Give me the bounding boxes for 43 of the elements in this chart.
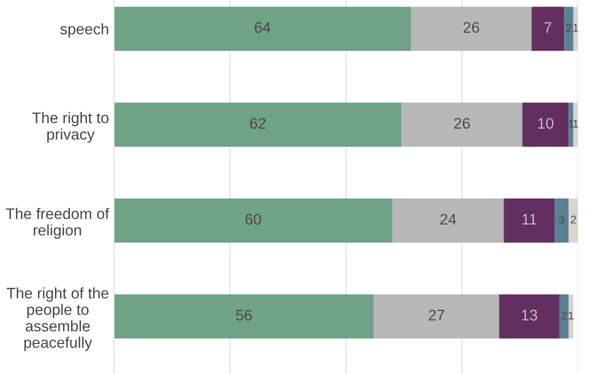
- data-label: 2: [570, 216, 576, 224]
- bar: [504, 198, 555, 243]
- data-label: 1: [573, 120, 578, 128]
- y-tick-label: speech: [60, 23, 108, 38]
- bar: [564, 6, 574, 51]
- y-tick-label: The right to privacy: [32, 112, 109, 143]
- data-label: 24: [440, 214, 456, 225]
- data-label: 10: [538, 118, 554, 129]
- data-label: 3: [559, 216, 564, 224]
- y-tick-label: The right of the people to assemble peacefully: [6, 287, 108, 351]
- data-label: 62: [250, 118, 266, 129]
- data-label: 11: [522, 214, 536, 225]
- bar: [522, 102, 569, 147]
- bar: [532, 6, 564, 51]
- data-label: 2: [562, 312, 567, 320]
- bar: [114, 6, 411, 51]
- bar: [392, 198, 504, 243]
- data-label: 26: [454, 118, 470, 129]
- y-tick-label: The freedom of religion: [6, 208, 110, 239]
- bar: [573, 6, 578, 51]
- bar: [410, 6, 532, 51]
- data-label: 64: [254, 22, 271, 33]
- data-label: 26: [464, 22, 480, 33]
- bar: [554, 198, 569, 243]
- bar: [114, 294, 374, 339]
- bar: [568, 198, 578, 243]
- bar: [499, 294, 560, 339]
- bar: [568, 102, 574, 147]
- data-label: 27: [428, 310, 444, 320]
- bar: [114, 198, 392, 243]
- data-label: 1: [573, 24, 578, 32]
- data-label: 13: [522, 310, 538, 321]
- data-label: 60: [245, 214, 262, 225]
- bar: [114, 102, 402, 147]
- data-label: 7: [544, 22, 552, 33]
- data-label: 56: [236, 310, 252, 321]
- bar: [374, 294, 500, 339]
- bar: [559, 294, 569, 339]
- data-label: 1: [568, 312, 574, 320]
- bar: [573, 102, 578, 147]
- bar: [402, 102, 522, 147]
- bar: [568, 294, 574, 339]
- data-label: 2: [566, 24, 572, 32]
